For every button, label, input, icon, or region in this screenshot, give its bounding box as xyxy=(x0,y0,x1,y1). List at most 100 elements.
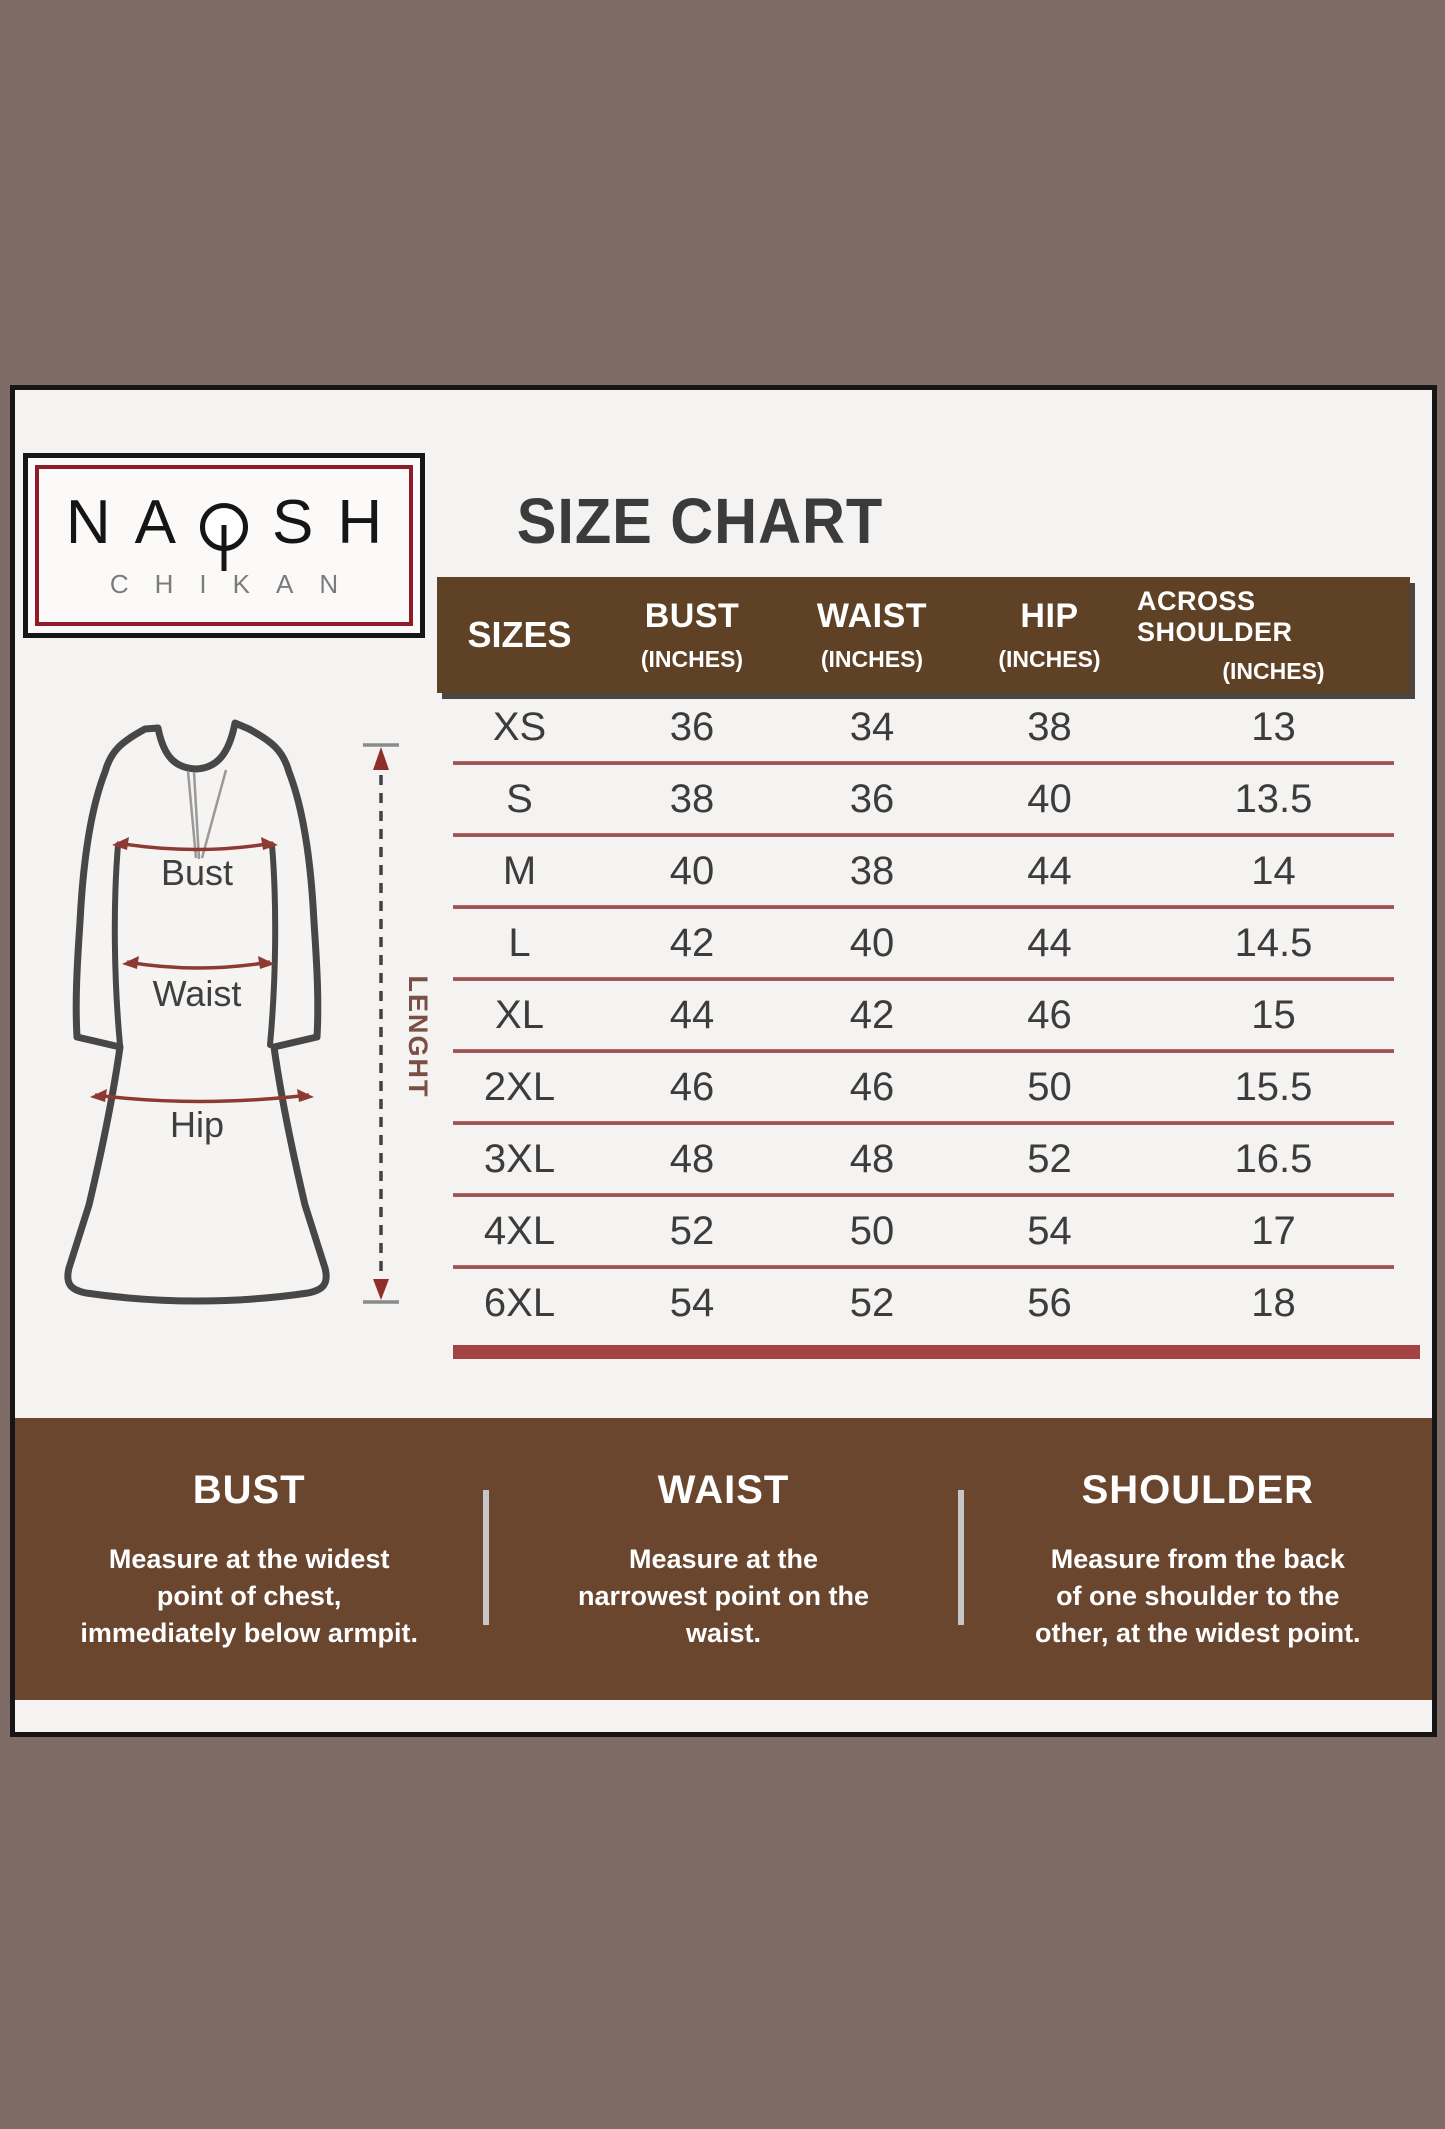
size-cell: L xyxy=(508,920,531,965)
measuring-guide-band: BUST Measure at the widest point of ches… xyxy=(15,1418,1432,1700)
bust-cell: 46 xyxy=(669,1064,715,1109)
bust-cell: 54 xyxy=(669,1280,715,1325)
row-divider xyxy=(453,977,1394,981)
hip-cell: 54 xyxy=(1027,1208,1072,1253)
bust-cell: 44 xyxy=(669,992,715,1037)
table-row: 6XL 54 52 56 18 xyxy=(437,1269,1410,1337)
waist-cell: 40 xyxy=(849,920,895,965)
hip-cell: 52 xyxy=(1027,1136,1072,1181)
header-sizes: SIZES xyxy=(467,614,572,655)
logo-letter: H xyxy=(337,487,383,557)
logo-letter: A xyxy=(134,487,176,557)
table-row: XS 36 34 38 13 xyxy=(437,693,1410,761)
guide-divider xyxy=(483,1490,490,1625)
header-across-shoulder: ACROSS SHOULDER (INCHES) xyxy=(1137,585,1325,684)
hip-cell: 50 xyxy=(1027,1064,1072,1109)
waist-arrow xyxy=(122,956,275,970)
length-dimension-line xyxy=(363,743,399,1304)
size-cell: 2XL xyxy=(483,1064,556,1109)
across-shoulder-cell: 16.5 xyxy=(1234,1136,1313,1181)
waist-cell: 48 xyxy=(849,1136,895,1181)
hip-label: Hip xyxy=(170,1104,224,1145)
table-body: XS 36 34 38 13 S 38 36 40 13.5 M 40 38 4… xyxy=(437,693,1410,1337)
row-divider xyxy=(453,761,1394,765)
logo-letter: S xyxy=(272,487,314,557)
sleeve-body-line-right xyxy=(267,842,279,1048)
hip-cell: 56 xyxy=(1027,1280,1072,1325)
across-shoulder-cell: 13 xyxy=(1251,704,1296,749)
row-divider xyxy=(453,905,1394,909)
table-row: S 38 36 40 13.5 xyxy=(437,765,1410,833)
across-shoulder-cell: 17 xyxy=(1251,1208,1296,1253)
bust-label: Bust xyxy=(161,852,233,893)
bust-cell: 48 xyxy=(669,1136,715,1181)
bust-cell: 52 xyxy=(669,1208,715,1253)
size-cell: 4XL xyxy=(483,1208,556,1253)
across-shoulder-cell: 15 xyxy=(1251,992,1296,1037)
across-shoulder-cell: 14 xyxy=(1251,848,1296,893)
guide-divider xyxy=(957,1490,964,1625)
hip-cell: 44 xyxy=(1027,920,1072,965)
logo-q-glyph xyxy=(200,502,248,551)
hip-arrow xyxy=(90,1089,314,1104)
bust-cell: 36 xyxy=(669,704,715,749)
hip-cell: 44 xyxy=(1027,848,1072,893)
waist-cell: 50 xyxy=(849,1208,895,1253)
table-row: 3XL 48 48 52 16.5 xyxy=(437,1125,1410,1193)
waist-cell: 46 xyxy=(849,1064,895,1109)
table-row: XL 44 42 46 15 xyxy=(437,981,1410,1049)
across-shoulder-cell: 18 xyxy=(1251,1280,1296,1325)
row-divider xyxy=(453,1193,1394,1197)
neck-placket xyxy=(186,769,228,860)
size-cell: M xyxy=(502,848,537,893)
header-hip: HIP (INCHES) xyxy=(998,597,1101,672)
size-cell: S xyxy=(506,776,533,821)
across-shoulder-cell: 15.5 xyxy=(1234,1064,1313,1109)
waist-cell: 42 xyxy=(849,992,895,1037)
page-title: SIZE CHART xyxy=(516,485,884,557)
guide-section-bust: BUST Measure at the widest point of ches… xyxy=(15,1418,483,1700)
waist-cell: 52 xyxy=(849,1280,895,1325)
table-row: L 42 40 44 14.5 xyxy=(437,909,1410,977)
size-cell: 6XL xyxy=(483,1280,556,1325)
table-bottom-rule xyxy=(453,1345,1420,1359)
row-divider xyxy=(453,1265,1394,1269)
guide-text-shoulder: Measure from the back of one shoulder to… xyxy=(1035,1544,1361,1648)
waist-cell: 36 xyxy=(849,776,895,821)
hip-cell: 46 xyxy=(1027,992,1072,1037)
brand-subtitle: CHIKAN xyxy=(109,568,365,599)
bust-cell: 42 xyxy=(669,920,715,965)
table-header: SIZES BUST (INCHES) WAIST (INCHES) HIP (… xyxy=(437,577,1410,693)
waist-label: Waist xyxy=(153,973,242,1014)
logo-letter: N xyxy=(65,487,111,557)
table-row: M 40 38 44 14 xyxy=(437,837,1410,905)
row-divider xyxy=(453,833,1394,837)
table-row: 2XL 46 46 50 15.5 xyxy=(437,1053,1410,1121)
waist-cell: 34 xyxy=(849,704,895,749)
length-label: LENGHT xyxy=(403,976,433,1099)
bust-cell: 40 xyxy=(669,848,715,893)
size-cell: XS xyxy=(492,704,547,749)
size-cell: XL xyxy=(495,992,544,1037)
size-cell: 3XL xyxy=(483,1136,556,1181)
across-shoulder-cell: 14.5 xyxy=(1234,920,1313,965)
row-divider xyxy=(453,1049,1394,1053)
sleeve-body-line-left xyxy=(111,842,123,1048)
garment-measurement-diagram: Bust Waist Hip LENGH xyxy=(64,719,433,1305)
row-divider xyxy=(453,1121,1394,1125)
guide-section-waist: WAIST Measure at the narrowest point on … xyxy=(489,1418,957,1700)
guide-text-bust: Measure at the widest point of chest, im… xyxy=(80,1544,418,1648)
guide-section-shoulder: SHOULDER Measure from the back of one sh… xyxy=(964,1418,1432,1700)
kurta-outline xyxy=(64,719,330,1305)
header-bust: BUST (INCHES) xyxy=(640,597,744,672)
bust-arrow xyxy=(112,837,278,852)
table-row: 4XL 52 50 54 17 xyxy=(437,1197,1410,1265)
bust-cell: 38 xyxy=(669,776,715,821)
hip-cell: 38 xyxy=(1027,704,1072,749)
header-waist: WAIST (INCHES) xyxy=(816,597,928,672)
